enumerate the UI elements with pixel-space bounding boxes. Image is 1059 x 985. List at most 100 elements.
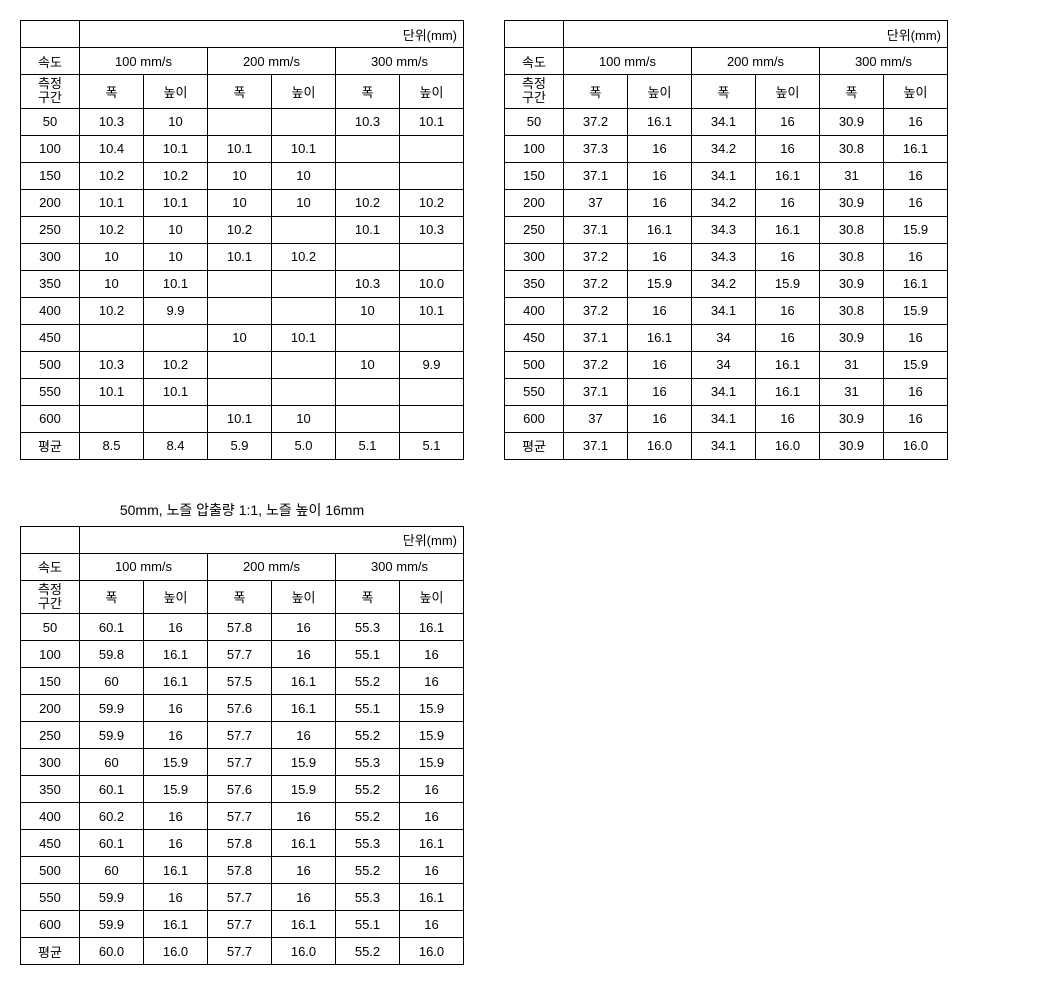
value-cell: 16: [628, 405, 692, 432]
value-cell: 16: [144, 722, 208, 749]
section-cell: 400: [21, 297, 80, 324]
value-cell: [400, 135, 464, 162]
average-label: 평균: [21, 432, 80, 459]
value-cell: 16: [884, 378, 948, 405]
value-cell: [208, 270, 272, 297]
average-cell: 16.0: [884, 432, 948, 459]
header-speed-col: 100 mm/s: [80, 553, 208, 580]
value-cell: 34.1: [692, 297, 756, 324]
value-cell: 16.1: [272, 668, 336, 695]
value-cell: 10.1: [400, 297, 464, 324]
table-block: 단위(mm)속도100 mm/s200 mm/s300 mm/s측정구간폭높이폭…: [20, 20, 464, 460]
value-cell: 34: [692, 351, 756, 378]
header-speed-col: 100 mm/s: [564, 48, 692, 75]
section-cell: 500: [21, 351, 80, 378]
value-cell: 15.9: [628, 270, 692, 297]
header-width: 폭: [208, 580, 272, 614]
table-row: 10059.816.157.71655.116: [21, 641, 464, 668]
header-width: 폭: [336, 75, 400, 109]
value-cell: 16: [756, 297, 820, 324]
table-row: 25010.21010.210.110.3: [21, 216, 464, 243]
value-cell: 57.5: [208, 668, 272, 695]
header-height: 높이: [144, 580, 208, 614]
value-cell: 59.9: [80, 722, 144, 749]
value-cell: 15.9: [756, 270, 820, 297]
value-cell: 16: [272, 614, 336, 641]
table-row: 300101010.110.2: [21, 243, 464, 270]
section-cell: 550: [21, 884, 80, 911]
section-cell: 150: [21, 668, 80, 695]
value-cell: 16.1: [884, 135, 948, 162]
value-cell: [272, 108, 336, 135]
value-cell: 16.1: [400, 884, 464, 911]
value-cell: 16: [884, 405, 948, 432]
value-cell: 16.1: [628, 108, 692, 135]
value-cell: 16: [144, 830, 208, 857]
value-cell: [400, 324, 464, 351]
value-cell: 15.9: [400, 722, 464, 749]
value-cell: 10.1: [80, 189, 144, 216]
value-cell: 10.4: [80, 135, 144, 162]
value-cell: 16: [756, 135, 820, 162]
value-cell: 30.9: [820, 189, 884, 216]
value-cell: [208, 297, 272, 324]
section-cell: 100: [21, 135, 80, 162]
table-block: 50mm, 노즐 압출량 1:1, 노즐 높이 16mm단위(mm)속도100 …: [20, 500, 464, 966]
data-table: 단위(mm)속도100 mm/s200 mm/s300 mm/s측정구간폭높이폭…: [20, 526, 464, 966]
average-cell: 16.0: [628, 432, 692, 459]
section-cell: 450: [21, 830, 80, 857]
value-cell: 10.3: [80, 351, 144, 378]
header-width: 폭: [820, 75, 884, 109]
section-cell: 150: [21, 162, 80, 189]
value-cell: 15.9: [144, 749, 208, 776]
value-cell: 37: [564, 189, 628, 216]
value-cell: 34.1: [692, 108, 756, 135]
value-cell: 34.3: [692, 243, 756, 270]
table-row: 55059.91657.71655.316.1: [21, 884, 464, 911]
value-cell: 15.9: [884, 216, 948, 243]
value-cell: 55.3: [336, 614, 400, 641]
value-cell: 16: [884, 324, 948, 351]
average-row: 평균37.116.034.116.030.916.0: [505, 432, 948, 459]
value-cell: 34.2: [692, 189, 756, 216]
table-row: 600371634.11630.916: [505, 405, 948, 432]
value-cell: 57.7: [208, 749, 272, 776]
table-row: 50037.2163416.13115.9: [505, 351, 948, 378]
average-cell: 5.9: [208, 432, 272, 459]
value-cell: 16: [628, 162, 692, 189]
value-cell: 16: [272, 722, 336, 749]
value-cell: 16: [144, 884, 208, 911]
header-speed: 속도: [21, 48, 80, 75]
value-cell: 30.9: [820, 108, 884, 135]
value-cell: 10.2: [208, 216, 272, 243]
header-width: 폭: [692, 75, 756, 109]
value-cell: 10: [336, 351, 400, 378]
section-cell: 350: [505, 270, 564, 297]
value-cell: 16: [400, 803, 464, 830]
value-cell: [208, 378, 272, 405]
value-cell: [400, 405, 464, 432]
value-cell: 10: [80, 270, 144, 297]
average-label: 평균: [505, 432, 564, 459]
value-cell: 15.9: [400, 749, 464, 776]
value-cell: 16.1: [628, 216, 692, 243]
header-unit: 단위(mm): [80, 526, 464, 553]
table-row: 35060.115.957.615.955.216: [21, 776, 464, 803]
section-cell: 350: [21, 270, 80, 297]
value-cell: 10: [144, 108, 208, 135]
average-cell: 8.5: [80, 432, 144, 459]
value-cell: 10: [144, 216, 208, 243]
header-height: 높이: [756, 75, 820, 109]
value-cell: [336, 243, 400, 270]
value-cell: 16: [884, 108, 948, 135]
value-cell: 16: [628, 351, 692, 378]
section-cell: 250: [505, 216, 564, 243]
value-cell: 10.1: [208, 405, 272, 432]
header-speed-col: 300 mm/s: [820, 48, 948, 75]
header-speed-col: 300 mm/s: [336, 553, 464, 580]
value-cell: 60.1: [80, 830, 144, 857]
value-cell: 10: [144, 243, 208, 270]
value-cell: 55.3: [336, 830, 400, 857]
value-cell: 16: [144, 803, 208, 830]
value-cell: 10.2: [80, 216, 144, 243]
